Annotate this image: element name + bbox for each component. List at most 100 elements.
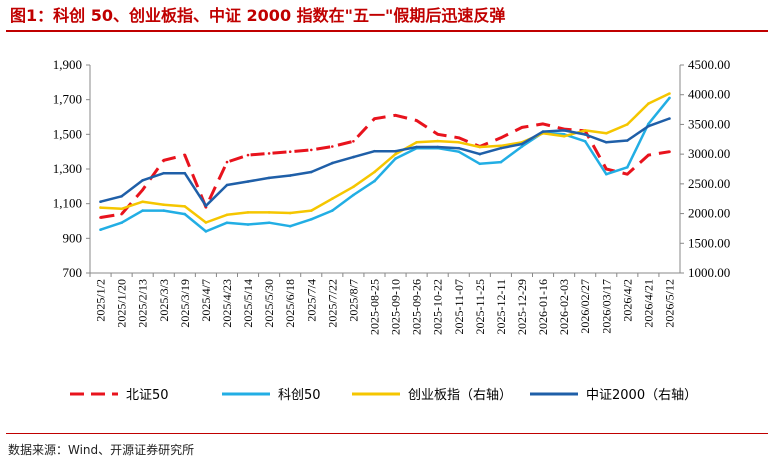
series-1-point-20 [520,145,524,148]
source-rule [6,433,768,434]
y-left-tick-label: 1,700 [53,92,82,107]
series-2-point-16 [436,139,440,143]
legend-label-1: 科创50 [278,388,321,403]
series-2-point-22 [562,135,566,138]
series-layer [99,92,671,233]
x-tick-label: 2025/1/2 [94,279,108,322]
series-0-point-2 [141,188,144,192]
y-left-tick-label: 1,300 [53,161,82,176]
y-right-tick-label: 3500.00 [688,116,730,131]
series-3-point-26 [647,124,650,128]
series-2-point-7 [246,211,250,214]
series-3-point-25 [626,139,629,142]
series-1-point-1 [120,221,123,224]
series-2-point-26 [647,102,650,105]
series-3-point-0 [99,200,102,203]
series-2-point-18 [478,145,482,149]
x-tick-label: 2025/4/7 [199,279,213,322]
x-tick-label: 2025-12-11 [494,279,508,335]
axes-group: 700 900 1,100 1,300 1,500 1,700 1,900 1000.00 15… [53,57,731,335]
series-0-point-26 [647,153,650,157]
series-3-point-6 [225,183,229,187]
x-tick-label: 2026/03/17 [599,279,613,334]
x-tick-label: 2025-12-29 [515,279,529,335]
series-2-point-25 [626,123,629,126]
series-0-point-11 [331,145,334,148]
series-3-point-1 [120,195,123,198]
series-0-point-19 [499,136,503,140]
series-0-point-4 [183,153,187,157]
series-2-point-19 [499,144,503,148]
series-1-point-4 [183,212,187,216]
series-3-point-19 [499,146,503,150]
series-1-point-0 [99,228,102,231]
series-2-point-9 [288,211,292,215]
series-1-point-13 [373,179,376,183]
y-right-tick-label: 1000.00 [688,265,730,280]
series-2-point-4 [183,205,187,208]
x-tick-label: 2025/7/22 [325,279,339,328]
series-0-point-21 [541,122,545,126]
series-0-point-13 [373,117,376,120]
series-1-point-5 [204,230,208,233]
y-left-tick-label: 1,500 [53,126,82,141]
y-right-tick-label: 3000.00 [688,146,730,161]
x-tick-label: 2025/5/30 [262,279,276,328]
series-line-0 [100,113,670,219]
legend-label-0: 北证50 [126,388,169,403]
series-2-point-27 [668,92,671,95]
series-line-3 [100,117,670,208]
series-0-point-7 [246,153,250,157]
y-left-tick-label: 700 [63,265,83,280]
series-1-point-26 [647,122,650,126]
x-tick-label: 2025-11-25 [473,279,487,335]
y-left-tick-label: 1,900 [53,57,82,72]
legend-label-3: 中证2000（右轴） [586,388,697,403]
x-tick-label: 2025/3/19 [178,279,192,328]
series-3-point-17 [457,146,461,150]
y-right-tick-label: 2000.00 [688,206,730,221]
series-3-point-20 [520,142,524,146]
series-1-point-6 [225,221,229,224]
series-0-point-14 [394,114,397,117]
series-3-point-3 [162,171,166,175]
series-2-point-6 [225,213,229,217]
series-1-point-9 [288,224,292,228]
series-2-point-23 [583,129,587,132]
x-tick-label: 2025-08-25 [367,279,381,335]
series-0-point-20 [520,126,524,129]
x-tick-label: 2026-02-03 [557,279,571,335]
x-tick-label: 2026-01-16 [536,279,550,335]
series-0-point-25 [626,172,629,176]
series-0-point-0 [99,216,102,219]
series-3-point-9 [288,174,292,177]
series-3-point-8 [267,176,271,180]
series-2-point-8 [267,211,271,214]
series-2-point-0 [99,206,102,209]
x-tick-label: 2025/7/4 [304,279,318,322]
series-2-point-11 [331,197,334,200]
series-3-point-5 [204,204,208,208]
x-tick-label: 2025-11-07 [452,279,466,335]
series-2-point-13 [373,170,376,174]
series-2-point-1 [120,207,123,211]
series-0-point-9 [288,150,292,153]
series-0-point-12 [352,140,355,143]
y-right-tick-label: 2500.00 [688,176,730,191]
title-rule [6,30,768,32]
chart-title: 图1：科创 50、创业板指、中证 2000 指数在"五一"假期后迅速反弹 [10,6,506,25]
series-3-point-4 [183,171,187,175]
series-2-point-2 [141,200,144,203]
series-line-1 [100,97,671,233]
x-tick-label: 2026/4/2 [620,279,634,322]
series-2-point-12 [352,185,355,189]
series-0-point-3 [162,159,166,162]
x-tick-label: 2025-09-26 [410,279,424,335]
x-tick-label: 2025/6/18 [283,279,297,328]
series-2-point-15 [415,141,418,144]
series-2-point-10 [310,209,313,212]
series-3-point-22 [562,129,566,132]
y-right-tick-label: 1500.00 [688,235,730,250]
series-1-point-23 [583,140,587,143]
